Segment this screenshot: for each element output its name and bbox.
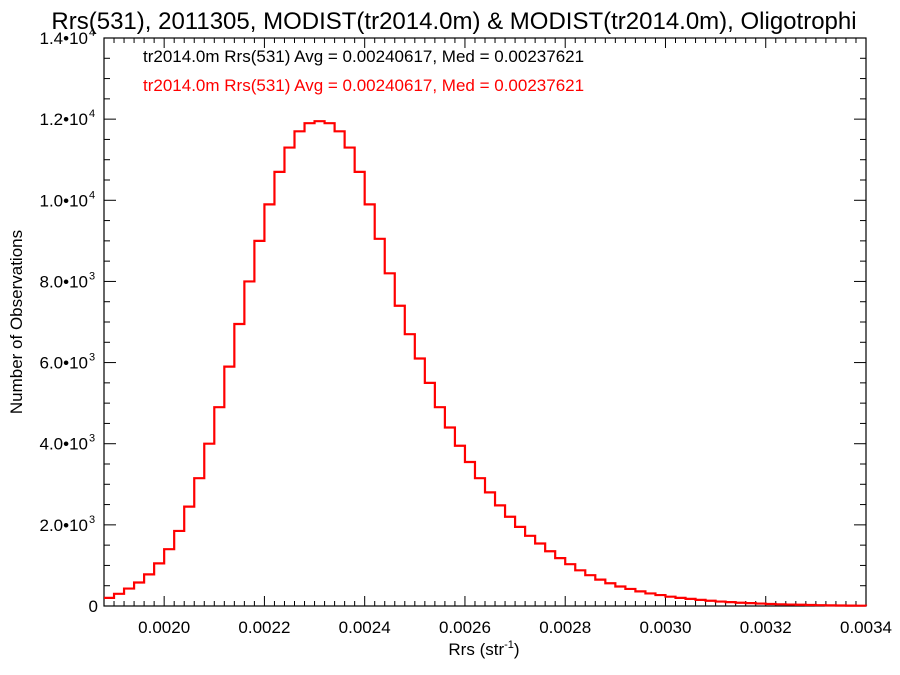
x-tick-label: 0.0032 xyxy=(740,618,792,637)
x-axis-ticks: 0.0020 0.0022 0.0024 0.0026 0.0028 0.0030 0.00… xyxy=(103,38,892,637)
x-tick-label: 0.0030 xyxy=(639,618,691,637)
y-tick-label: 1.2•10 xyxy=(40,110,89,129)
x-tick-label: 0.0028 xyxy=(539,618,591,637)
y-tick-label: 4.0•10 xyxy=(40,435,89,454)
plot-area xyxy=(103,37,867,607)
x-axis-label-end: ) xyxy=(514,640,520,659)
y-tick-exponent: 3 xyxy=(89,433,95,445)
y-tick-label: 6.0•10 xyxy=(40,354,89,373)
y-tick-label: 0 xyxy=(89,597,98,616)
x-axis-label-exponent: -1 xyxy=(504,639,514,651)
x-tick-label: 0.0022 xyxy=(238,618,290,637)
annotation-red: tr2014.0m Rrs(531) Avg = 0.00240617, Med… xyxy=(143,76,584,95)
y-axis-label: Number of Observations xyxy=(7,230,26,414)
y-tick-exponent: 4 xyxy=(89,27,95,39)
x-axis-label-main: Rrs (str xyxy=(448,640,504,659)
x-axis-label: Rrs (str-1) xyxy=(448,639,519,659)
y-tick-exponent: 3 xyxy=(89,270,95,282)
x-tick-label: 0.0024 xyxy=(339,618,391,637)
annotation-black: tr2014.0m Rrs(531) Avg = 0.00240617, Med… xyxy=(143,47,584,66)
series-line-0 xyxy=(104,120,868,607)
y-tick-exponent: 3 xyxy=(89,514,95,526)
y-tick-exponent: 3 xyxy=(89,352,95,364)
x-tick-label: 0.0020 xyxy=(138,618,190,637)
y-axis-ticks: 02.0•10 34.0•10 36.0•10 38.0•10 31.0•10 41.2•… xyxy=(40,27,866,616)
y-tick-label: 2.0•10 xyxy=(40,516,89,535)
chart-title: Rrs(531), 2011305, MODIST(tr2014.0m) & M… xyxy=(51,8,856,35)
y-tick-exponent: 4 xyxy=(89,189,95,201)
y-tick-exponent: 4 xyxy=(89,108,95,120)
series-layer xyxy=(104,120,868,607)
x-tick-label: 0.0026 xyxy=(439,618,491,637)
y-tick-label: 1.0•10 xyxy=(40,191,89,210)
y-tick-label: 1.4•10 xyxy=(40,29,89,48)
y-tick-label: 8.0•10 xyxy=(40,272,89,291)
x-tick-label: 0.0034 xyxy=(840,618,892,637)
